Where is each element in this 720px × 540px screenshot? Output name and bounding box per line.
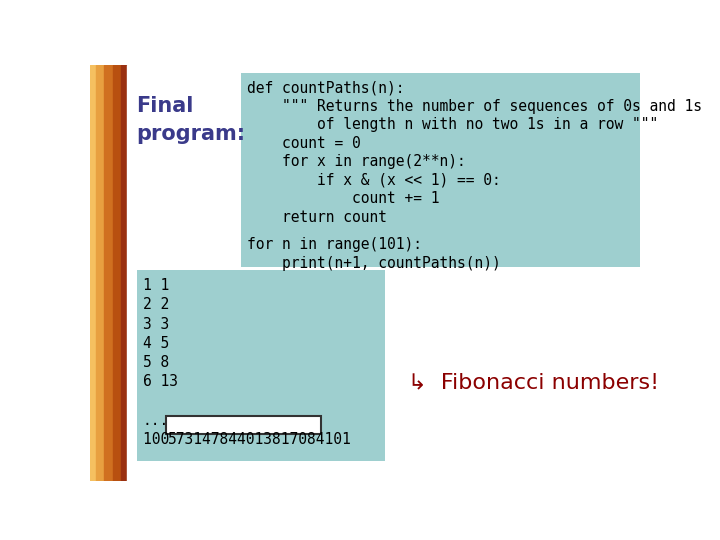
- Text: Final
program:: Final program:: [137, 96, 246, 144]
- FancyBboxPatch shape: [166, 416, 321, 434]
- Text: of length n with no two 1s in a row """: of length n with no two 1s in a row """: [248, 117, 659, 132]
- Bar: [113, 65, 121, 481]
- Text: 6 13: 6 13: [143, 374, 178, 389]
- Text: 4 5: 4 5: [143, 336, 169, 351]
- Text: 3 3: 3 3: [143, 316, 169, 332]
- Text: """ Returns the number of sequences of 0s and 1s: """ Returns the number of sequences of 0…: [248, 99, 702, 114]
- Bar: [96, 65, 104, 481]
- Text: for x in range(2**n):: for x in range(2**n):: [248, 154, 466, 169]
- Text: 573147844013817084101: 573147844013817084101: [168, 432, 352, 447]
- Text: print(n+1, countPaths(n)): print(n+1, countPaths(n)): [248, 256, 501, 271]
- Bar: [241, 72, 640, 267]
- Text: return count: return count: [248, 210, 387, 225]
- Text: 5 8: 5 8: [143, 355, 169, 370]
- Text: ...: ...: [143, 413, 169, 428]
- Text: 100: 100: [143, 432, 178, 447]
- Bar: [104, 65, 113, 481]
- Text: def countPaths(n):: def countPaths(n):: [248, 80, 405, 95]
- Text: for n in range(101):: for n in range(101):: [248, 237, 423, 252]
- Text: count = 0: count = 0: [248, 136, 361, 151]
- Text: count += 1: count += 1: [248, 191, 440, 206]
- Bar: [137, 271, 384, 461]
- Text: if x & (x << 1) == 0:: if x & (x << 1) == 0:: [248, 173, 501, 187]
- Bar: [90, 65, 96, 481]
- Text: 1 1: 1 1: [143, 278, 169, 293]
- Bar: [121, 65, 127, 481]
- Text: 2 2: 2 2: [143, 298, 169, 312]
- Text: ↳  Fibonacci numbers!: ↳ Fibonacci numbers!: [408, 373, 659, 393]
